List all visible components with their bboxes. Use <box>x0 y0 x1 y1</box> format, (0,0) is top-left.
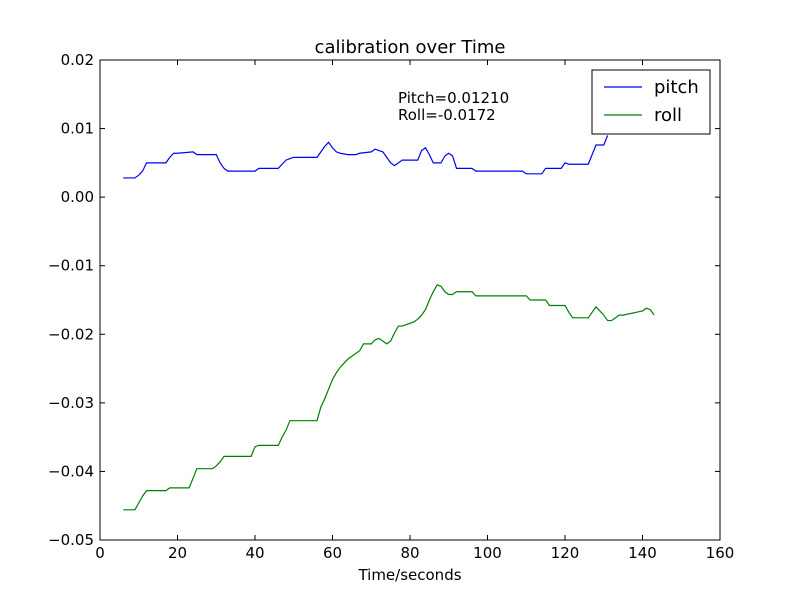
y-tick-label: −0.01 <box>48 257 94 275</box>
series-line-pitch <box>123 135 609 179</box>
legend: pitch roll <box>591 69 711 135</box>
y-tick-label: −0.04 <box>48 462 94 480</box>
roll-annotation: Roll=-0.0172 <box>398 106 496 124</box>
y-tick-label: 0.00 <box>61 188 94 206</box>
series-line-roll <box>123 284 655 511</box>
x-tick-label: 20 <box>168 544 187 562</box>
chart-title: calibration over Time <box>315 37 506 58</box>
series-layer <box>123 135 655 511</box>
x-tick-label: 60 <box>323 544 342 562</box>
legend-box <box>591 69 711 135</box>
x-tick-label: 40 <box>245 544 264 562</box>
legend-label-roll: roll <box>654 105 682 126</box>
legend-label-pitch: pitch <box>654 77 699 98</box>
x-axis-label: Time/seconds <box>357 566 461 584</box>
plot-area <box>100 60 720 540</box>
x-tick-label: 160 <box>706 544 735 562</box>
y-tick-label: −0.02 <box>48 325 94 343</box>
x-tick-label: 80 <box>400 544 419 562</box>
x-tick-label: 140 <box>628 544 657 562</box>
x-axis-ticks: 0 20 40 60 80 100 120 140 160 <box>95 60 734 562</box>
y-tick-label: −0.05 <box>48 531 94 549</box>
y-tick-label: 0.02 <box>61 51 94 69</box>
y-tick-label: 0.01 <box>61 120 94 138</box>
pitch-annotation: Pitch=0.01210 <box>398 89 509 107</box>
x-tick-label: 0 <box>95 544 105 562</box>
x-tick-label: 120 <box>551 544 580 562</box>
y-tick-label: −0.03 <box>48 394 94 412</box>
y-axis-ticks: 0.02 0.01 0.00 −0.01 −0.02 −0.03 −0.04 −0.05 <box>48 51 720 549</box>
x-tick-label: 100 <box>473 544 502 562</box>
